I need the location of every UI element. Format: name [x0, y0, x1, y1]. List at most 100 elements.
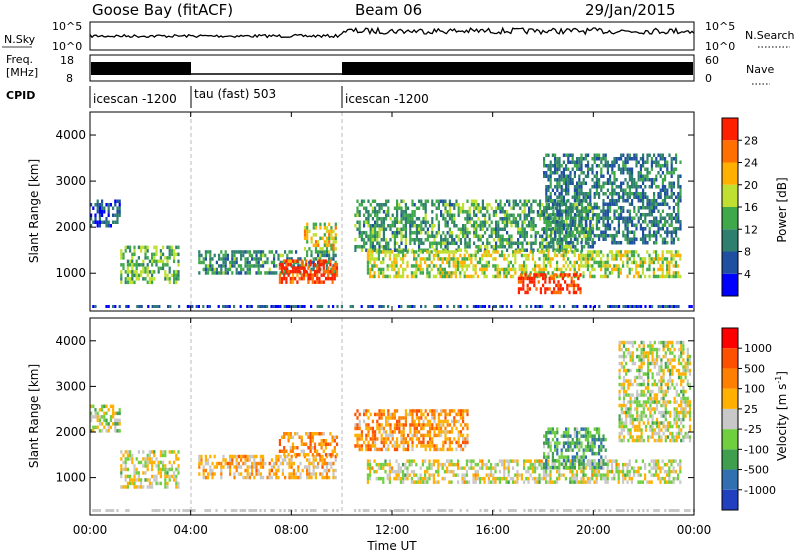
- heatmap-cell: [562, 167, 565, 171]
- heatmap-cell: [373, 260, 376, 265]
- heatmap-cell: [431, 224, 434, 228]
- heatmap-cell: [428, 264, 431, 268]
- heatmap-cell: [235, 454, 238, 459]
- heatmap-cell: [497, 224, 500, 228]
- heatmap-cell: [631, 220, 634, 224]
- heatmap-cell: [277, 305, 280, 308]
- heatmap-cell: [554, 153, 557, 157]
- heatmap-cell: [677, 264, 680, 268]
- heatmap-cell: [506, 199, 509, 203]
- heatmap-cell: [289, 432, 292, 436]
- heatmap-cell: [393, 267, 396, 272]
- heatmap-cell: [325, 461, 328, 466]
- heatmap-cell: [459, 466, 462, 470]
- heatmap-cell: [626, 473, 629, 477]
- heatmap-cell: [376, 241, 379, 245]
- heatmap-cell: [318, 442, 321, 446]
- heatmap-cell: [644, 305, 647, 308]
- heatmap-cell: [565, 199, 568, 203]
- heatmap-cell: [162, 464, 165, 468]
- heatmap-cell: [448, 444, 451, 448]
- heatmap-cell: [114, 411, 117, 416]
- heatmap-cell: [591, 157, 594, 161]
- heatmap-cell: [284, 475, 287, 480]
- heatmap-cell: [569, 210, 573, 214]
- heatmap-cell: [126, 270, 129, 274]
- heatmap-cell: [571, 167, 574, 171]
- heatmap-cell: [177, 263, 180, 267]
- heatmap-cell: [579, 290, 582, 295]
- heatmap-cell: [129, 249, 132, 253]
- heatmap-cell: [565, 167, 568, 171]
- heatmap-cell: [657, 257, 660, 261]
- heatmap-cell: [494, 267, 497, 272]
- heatmap-cell: [465, 462, 468, 467]
- heatmap-cell: [261, 305, 264, 308]
- heatmap-cell: [457, 267, 460, 272]
- heatmap-cell: [558, 250, 561, 254]
- heatmap-cell: [657, 305, 660, 308]
- heatmap-cell: [617, 476, 620, 481]
- heatmap-cell: [666, 171, 669, 175]
- heatmap-cell: [215, 461, 218, 466]
- heatmap-cell: [537, 280, 540, 284]
- heatmap-cell: [622, 220, 625, 224]
- heatmap-cell: [573, 253, 576, 258]
- heatmap-cell: [587, 167, 590, 171]
- heatmap-cell: [461, 257, 464, 261]
- heatmap-cell: [606, 178, 609, 182]
- heatmap-cell: [94, 425, 97, 430]
- heatmap-cell: [244, 475, 247, 480]
- heatmap-cell: [321, 472, 324, 476]
- heatmap-cell: [411, 203, 414, 207]
- heatmap-cell: [628, 220, 631, 224]
- heatmap-cell: [446, 447, 449, 452]
- heatmap-cell: [582, 195, 585, 199]
- heatmap-cell: [402, 260, 405, 265]
- heatmap-cell: [484, 245, 487, 249]
- heatmap-cell: [655, 250, 658, 254]
- heatmap-cell: [580, 459, 583, 463]
- heatmap-cell: [159, 249, 162, 253]
- heatmap-cell: [421, 271, 424, 275]
- heatmap-cell: [211, 475, 214, 480]
- heatmap-cell: [312, 226, 315, 230]
- heatmap-cell: [378, 430, 381, 434]
- heatmap-cell: [558, 305, 561, 308]
- heatmap-cell: [140, 273, 143, 278]
- heatmap-cell: [444, 241, 447, 245]
- heatmap-cell: [382, 203, 385, 207]
- heatmap-cell: [308, 468, 311, 473]
- heatmap-cell: [464, 241, 467, 245]
- heatmap-cell: [565, 206, 568, 210]
- heatmap-cell: [473, 227, 476, 231]
- heatmap-cell: [468, 264, 471, 268]
- heatmap-cell: [329, 262, 332, 267]
- heatmap-cell: [587, 202, 590, 206]
- heatmap-cell: [589, 253, 592, 258]
- heatmap-cell: [635, 188, 638, 192]
- heatmap-cell: [312, 260, 315, 265]
- heatmap-cell: [387, 433, 390, 438]
- heatmap-cell: [558, 245, 562, 249]
- heatmap-cell: [371, 234, 374, 238]
- heatmap-cell: [472, 253, 475, 258]
- heatmap-cell: [552, 305, 555, 308]
- heatmap-cell: [613, 160, 616, 164]
- heatmap-cell: [556, 195, 559, 199]
- heatmap-cell: [330, 243, 333, 248]
- heatmap-cell: [411, 231, 414, 235]
- heatmap-cell: [523, 462, 526, 467]
- heatmap-cell: [586, 264, 589, 268]
- heatmap-cell: [335, 269, 339, 274]
- heatmap-cell: [628, 192, 631, 196]
- heatmap-cell: [561, 245, 564, 249]
- heatmap-cell: [413, 430, 416, 434]
- heatmap-cell: [124, 277, 127, 281]
- heatmap-cell: [577, 276, 580, 281]
- heatmap-cell: [432, 459, 435, 463]
- heatmap-cell: [567, 257, 570, 261]
- heatmap-cell: [463, 476, 466, 481]
- heatmap-cell: [597, 253, 600, 258]
